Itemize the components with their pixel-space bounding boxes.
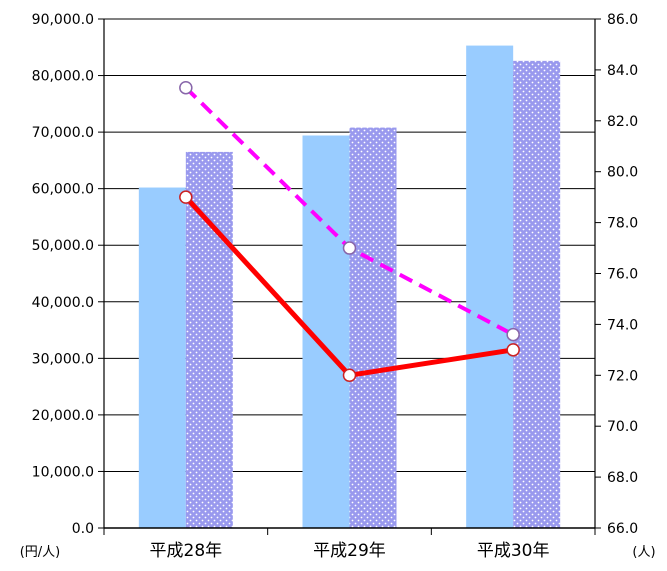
line-point [179,80,193,95]
right-tick-label: 70.0 [607,419,638,435]
line-point [506,343,520,357]
left-tick-label: 90,000.0 [32,12,94,28]
line-point [342,368,357,383]
right-tick-label: 84.0 [607,63,638,79]
line-point [506,327,520,342]
right-tick-label: 78.0 [607,216,638,232]
right-tick-label: 72.0 [607,368,638,384]
axes [98,18,601,535]
bar [513,60,561,529]
category-label: 平成28年 [150,541,223,561]
lines [179,80,520,383]
line-point [179,190,193,204]
right-axis-unit: (人) [632,545,655,560]
bar [185,151,233,528]
line-point [342,241,357,255]
left-tick-label: 40,000.0 [32,295,94,311]
right-tick-label: 68.0 [607,470,638,486]
right-tick-label: 82.0 [607,114,638,130]
bar [466,45,514,528]
left-tick-label: 10,000.0 [32,464,94,480]
category-label: 平成29年 [313,541,386,561]
left-axis-unit: (円/人) [20,545,61,560]
left-tick-label: 0.0 [72,521,94,537]
left-tick-label: 80,000.0 [32,69,94,85]
left-tick-label: 20,000.0 [32,408,94,424]
right-tick-label: 80.0 [607,165,638,181]
left-tick-label: 50,000.0 [32,238,94,254]
right-tick-label: 66.0 [607,521,638,537]
right-tick-label: 86.0 [607,12,638,28]
right-tick-label: 76.0 [607,267,638,283]
labels: 0.0 10,000.0 20,000.0 30,000.0 40,000.0 50,00… [20,12,656,561]
bar [138,187,186,528]
left-tick-label: 60,000.0 [32,182,94,198]
left-tick-label: 70,000.0 [32,125,94,141]
category-label: 平成30年 [477,541,550,561]
bars [138,45,561,529]
left-tick-label: 30,000.0 [32,351,94,367]
bar [349,127,397,528]
right-tick-label: 74.0 [607,317,638,333]
